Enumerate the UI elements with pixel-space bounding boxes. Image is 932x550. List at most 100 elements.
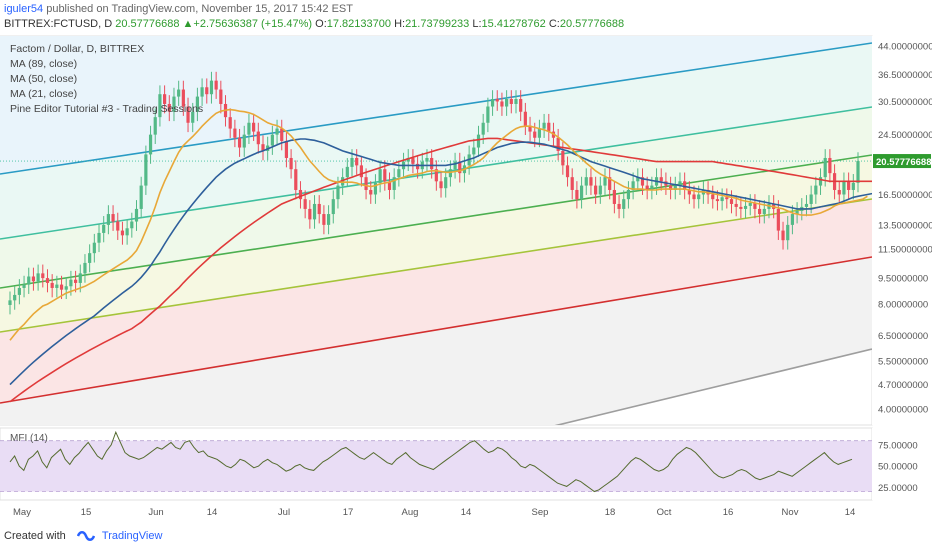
candle-body: [186, 106, 190, 123]
candle-body: [27, 276, 31, 285]
candle-body: [8, 300, 12, 305]
candle-body: [448, 169, 452, 178]
price-tick-label: 8.00000000: [878, 300, 928, 311]
legend-ma89[interactable]: MA (89, close): [10, 58, 78, 70]
candle-body: [505, 99, 509, 107]
candle-body: [514, 99, 518, 104]
price-tick-label: 9.50000000: [878, 274, 928, 285]
candle-body: [209, 80, 214, 95]
candle-body: [495, 99, 499, 102]
channel-band: [0, 36, 872, 174]
mfi-axis: [872, 428, 932, 500]
symbol-label: BITTREX:FCTUSD, D: [4, 18, 113, 30]
candle-body: [275, 128, 279, 135]
candle-body: [13, 294, 17, 301]
candle-body: [172, 96, 176, 112]
candle-body: [158, 94, 162, 118]
close-value-2: 20.57776688: [559, 18, 625, 30]
legend-ma50[interactable]: MA (50, close): [10, 73, 78, 85]
candle-body: [472, 147, 476, 155]
candle-body: [153, 117, 157, 135]
candle-body: [523, 111, 527, 126]
candle-body: [720, 197, 724, 202]
mfi-line: [9, 430, 853, 493]
candle-body: [650, 185, 654, 190]
candle-body: [88, 253, 92, 263]
candle-body: [444, 177, 448, 189]
candle-body: [547, 122, 551, 132]
candle-body: [500, 101, 504, 107]
candle-body: [748, 202, 752, 206]
candle-body: [790, 214, 795, 225]
time-tick-label: 14: [845, 507, 856, 518]
candle-body: [856, 161, 860, 183]
time-tick-label: Jun: [148, 507, 163, 518]
candle-body: [584, 177, 588, 186]
candle-body: [668, 185, 673, 190]
author-link[interactable]: iguler54: [4, 3, 44, 15]
candle-body: [120, 230, 125, 236]
high-value: 21.73799233: [405, 18, 470, 30]
candle-body: [842, 181, 846, 195]
legend-ma21[interactable]: MA (21, close): [10, 88, 78, 100]
candle-body: [144, 154, 148, 186]
candle-body: [776, 208, 780, 231]
candle-body: [528, 125, 532, 132]
candle-body: [758, 208, 762, 215]
tradingview-brand[interactable]: TradingView: [101, 530, 163, 542]
mfi-tick-label: 25.00000: [878, 483, 918, 494]
candle-body: [102, 224, 106, 233]
price-tick-label: 16.50000000: [878, 190, 932, 201]
candle-body: [83, 262, 87, 274]
candle-body: [430, 157, 434, 170]
last-price-label: 20.57776688: [876, 157, 931, 168]
candle-body: [270, 134, 274, 146]
candle-body: [542, 122, 546, 129]
candle-body: [233, 128, 237, 138]
candle-body: [697, 194, 701, 200]
candle-body: [519, 99, 523, 112]
candle-body: [219, 89, 223, 104]
candle-body: [673, 185, 677, 190]
time-tick-label: 17: [343, 507, 354, 518]
time-tick-label: Jul: [278, 507, 290, 518]
candle-body: [228, 117, 232, 129]
candle-body: [17, 287, 21, 295]
candle-body: [561, 150, 565, 166]
legend-pine[interactable]: Pine Editor Tutorial #3 - Trading Sessio…: [10, 103, 204, 115]
candle-body: [242, 134, 246, 148]
candle-body: [411, 157, 415, 164]
footer: Created with TradingView: [4, 530, 162, 542]
candle-body: [31, 276, 36, 282]
candle-body: [631, 181, 635, 190]
candle-body: [191, 111, 195, 123]
price-tick-label: 11.50000000: [878, 245, 932, 256]
candle-body: [715, 199, 720, 202]
close-value: 20.57776688: [115, 18, 180, 30]
candle-body: [687, 189, 691, 195]
candle-body: [378, 169, 382, 184]
close-label: C:: [548, 18, 560, 30]
candle-body: [69, 279, 73, 287]
candle-body: [847, 181, 851, 190]
candle-body: [359, 165, 363, 178]
candle-body: [289, 157, 293, 170]
candle-body: [851, 182, 855, 190]
time-tick-label: Oct: [657, 507, 672, 518]
candle-body: [167, 103, 171, 112]
candle-body: [125, 228, 129, 236]
candle-body: [73, 279, 78, 283]
channel-green: [0, 154, 872, 289]
channel-band: [0, 199, 872, 403]
price-axis: [872, 36, 932, 425]
candle-body: [809, 194, 813, 204]
candle-body: [739, 206, 743, 209]
candle-body: [837, 189, 841, 195]
candle-body: [261, 144, 265, 151]
candle-body: [36, 273, 40, 282]
candle-body: [565, 165, 570, 178]
candle-body: [130, 221, 134, 229]
candle-body: [734, 203, 738, 207]
candle-body: [55, 284, 59, 288]
